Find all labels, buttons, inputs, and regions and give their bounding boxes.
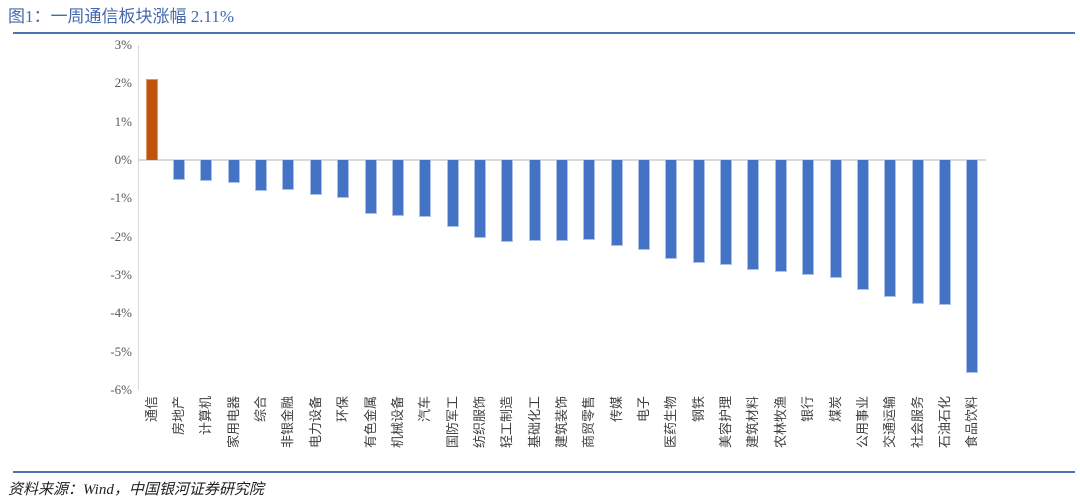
bar-家用电器: [227, 160, 240, 183]
x-category-label: 汽车: [417, 396, 433, 423]
y-tick-label: -1%: [110, 190, 132, 206]
x-category-label: 房地产: [171, 396, 187, 436]
bar-传媒: [610, 160, 623, 246]
y-tick-label: -5%: [110, 343, 132, 359]
bar-非银金融: [282, 160, 295, 190]
bar-建筑材料: [747, 160, 760, 270]
bar-美容护理: [720, 160, 733, 266]
x-category-label: 计算机: [198, 396, 214, 436]
bar-交通运输: [884, 160, 897, 297]
bar-房地产: [173, 160, 186, 180]
bar-社会服务: [911, 160, 924, 305]
y-tick-label: 1%: [114, 113, 132, 129]
x-category-label: 食品饮料: [964, 396, 980, 449]
x-category-label: 公用事业: [854, 396, 870, 449]
x-category-label: 建筑材料: [745, 396, 761, 449]
bar-银行: [802, 160, 815, 275]
x-category-label: 通信: [143, 396, 159, 423]
y-axis-line: [138, 45, 139, 390]
x-category-label: 电子: [636, 396, 652, 423]
y-tick-label: -4%: [110, 305, 132, 321]
figure-title: 图1：一周通信板块涨幅 2.11%: [8, 7, 235, 26]
x-category-label: 交通运输: [882, 396, 898, 449]
x-category-label: 传媒: [608, 396, 624, 423]
x-category-label: 钢铁: [690, 396, 706, 423]
x-category-label: 商贸零售: [581, 396, 597, 449]
bar-食品饮料: [966, 160, 979, 374]
data-source-note: 资料来源：Wind，中国银河证券研究院: [8, 482, 264, 498]
bar-环保: [337, 160, 350, 199]
x-category-label: 医药生物: [663, 396, 679, 449]
x-category-label: 美容护理: [718, 396, 734, 449]
y-tick-label: 3%: [114, 37, 132, 52]
x-category-label: 综合: [253, 396, 269, 423]
y-tick-label: -3%: [110, 266, 132, 282]
sector-weekly-change-bar-chart: 3% 2% 1% 0% -1% -2% -3% -4% -5% -6% 通信 房地产 计算机 家用电器 综合…: [110, 37, 986, 449]
bar-石油石化: [938, 160, 951, 305]
bar-基础化工: [528, 160, 541, 242]
bar-机械设备: [391, 160, 404, 216]
x-category-label: 非银金融: [280, 396, 296, 449]
x-category-label: 基础化工: [526, 396, 542, 449]
bar-电子: [638, 160, 651, 251]
x-category-label: 建筑装饰: [554, 396, 569, 449]
bar-国防军工: [446, 160, 459, 228]
bar-轻工制造: [501, 160, 514, 243]
x-category-label: 家用电器: [225, 396, 241, 449]
bar-煤炭: [829, 160, 842, 278]
x-category-label: 机械设备: [389, 396, 405, 449]
y-tick-label: -2%: [110, 228, 132, 244]
footer-divider-line: [13, 471, 1075, 473]
y-tick-label: 0%: [114, 152, 132, 167]
x-category-label: 农林牧渔: [772, 396, 788, 449]
y-tick-label: 2%: [114, 75, 132, 91]
x-category-label: 社会服务: [909, 396, 925, 449]
bar-农林牧渔: [774, 160, 787, 272]
x-category-label: 环保: [335, 396, 351, 423]
bar-计算机: [200, 160, 213, 182]
bar-纺织服饰: [473, 160, 486, 238]
x-category-label: 轻工制造: [499, 396, 515, 449]
x-category-label: 有色金属: [362, 396, 378, 449]
bar-公用事业: [856, 160, 869, 290]
y-tick-label: -6%: [110, 381, 132, 397]
bar-综合: [255, 160, 268, 192]
bar-医药生物: [665, 160, 678, 260]
bar-建筑装饰: [556, 160, 568, 241]
bar-通信: [145, 79, 158, 160]
x-category-label: 电力设备: [307, 396, 323, 449]
x-category-label: 纺织服饰: [471, 396, 487, 449]
title-divider-line: [13, 32, 1075, 34]
x-category-label: 国防军工: [444, 396, 460, 449]
x-category-label: 银行: [800, 396, 816, 423]
bar-钢铁: [692, 160, 705, 264]
bar-汽车: [419, 160, 432, 217]
bar-电力设备: [309, 160, 322, 196]
bar-商贸零售: [583, 160, 596, 241]
bar-有色金属: [364, 160, 377, 215]
x-category-label: 煤炭: [827, 396, 843, 423]
x-category-label: 石油石化: [936, 396, 952, 449]
